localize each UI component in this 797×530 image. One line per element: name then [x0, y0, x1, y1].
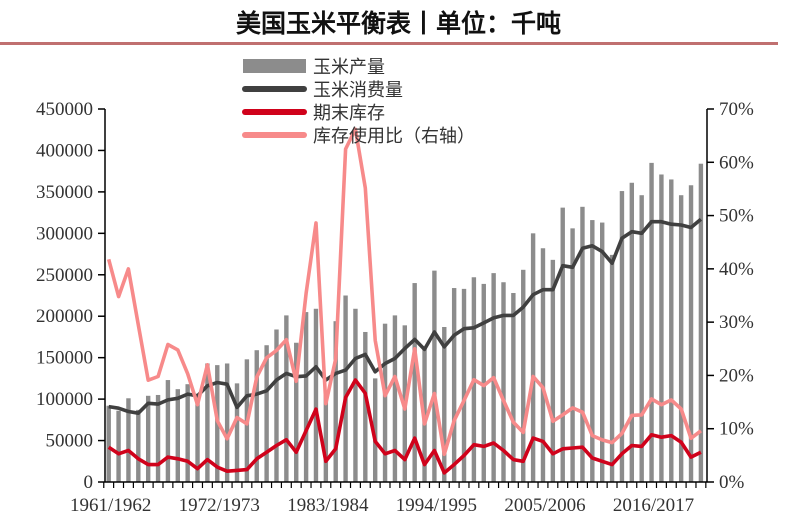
- bar-production: [155, 394, 161, 482]
- right-tick-label: 20%: [719, 365, 754, 386]
- bar-production: [629, 182, 635, 482]
- x-tick-label: 2016/2017: [613, 495, 694, 516]
- bar-production: [343, 295, 348, 482]
- legend-item: 库存使用比（右轴）: [242, 126, 475, 147]
- bar-production: [274, 329, 279, 482]
- x-tick-label: 1983/1984: [287, 495, 369, 516]
- bar-production: [580, 206, 585, 482]
- bar-production: [639, 195, 644, 482]
- bar-production: [254, 350, 259, 482]
- legend-label: 期末库存: [313, 103, 385, 124]
- legend-label: 玉米消费量: [313, 80, 403, 101]
- bar-production: [116, 410, 121, 482]
- x-tick-label: 1961/1962: [70, 495, 151, 516]
- left-tick-label: 350000: [36, 182, 93, 203]
- legend-label: 玉米产量: [313, 57, 385, 78]
- x-tick-label: 1994/1995: [396, 495, 477, 516]
- bar-production: [501, 282, 506, 482]
- bar-production: [590, 220, 595, 482]
- bar-production: [106, 405, 111, 482]
- left-tick-label: 200000: [36, 306, 93, 327]
- bar-production: [511, 293, 516, 482]
- left-tick-label: 400000: [36, 140, 93, 161]
- right-tick-label: 60%: [719, 152, 754, 173]
- bar-production: [412, 283, 417, 482]
- bar-production: [264, 345, 269, 482]
- right-tick-label: 10%: [719, 419, 754, 440]
- legend-swatch-bar: [243, 59, 306, 73]
- bar-production: [550, 259, 556, 482]
- bar-production: [136, 409, 141, 482]
- chart-title: 美国玉米平衡表丨单位：千吨: [235, 9, 561, 38]
- legend-item: 玉米消费量: [242, 80, 403, 101]
- line-consumption: [108, 217, 703, 416]
- bar-production: [451, 288, 457, 482]
- x-tick-label: 2005/2006: [504, 495, 585, 516]
- left-tick-label: 300000: [36, 223, 93, 244]
- right-tick-label: 40%: [719, 259, 754, 280]
- bar-production: [303, 312, 309, 482]
- bar-production: [284, 315, 289, 482]
- right-tick-label: 0%: [719, 472, 745, 493]
- bar-production: [570, 228, 575, 482]
- left-tick-label: 250000: [36, 265, 93, 286]
- bar-production: [659, 174, 664, 482]
- legend-item: 玉米产量: [243, 57, 385, 78]
- bar-production: [363, 331, 368, 482]
- left-tick-label: 0: [84, 472, 94, 493]
- bar-production: [432, 270, 437, 482]
- bar-production: [145, 395, 151, 482]
- bar-production: [678, 195, 684, 482]
- bar-production: [175, 389, 180, 482]
- right-tick-label: 50%: [719, 206, 754, 227]
- bar-production: [688, 185, 694, 482]
- bar-production: [372, 378, 378, 482]
- left-tick-label: 450000: [36, 99, 93, 120]
- right-tick-label: 30%: [719, 312, 754, 333]
- bar-production: [392, 315, 398, 482]
- bar-production: [560, 207, 565, 483]
- bar-production: [649, 162, 654, 482]
- bar-production: [234, 383, 240, 482]
- bar-production: [205, 363, 210, 482]
- bar-production: [353, 308, 358, 482]
- bar-production: [521, 269, 526, 482]
- left-tick-label: 50000: [46, 431, 94, 452]
- title-divider: [0, 42, 778, 45]
- bar-production: [698, 163, 704, 482]
- bar-production: [294, 342, 299, 482]
- line-ending-stocks: [107, 378, 702, 475]
- legend-label: 库存使用比（右轴）: [313, 126, 475, 147]
- bar-production: [313, 308, 319, 482]
- bar-production: [619, 191, 625, 482]
- bar-production: [461, 288, 467, 482]
- bar-production: [669, 179, 674, 482]
- bar-production: [333, 321, 338, 482]
- bar-production: [442, 326, 447, 482]
- bar-production: [224, 363, 230, 482]
- left-tick-label: 100000: [36, 389, 93, 410]
- bar-production: [195, 394, 200, 482]
- bar-production: [481, 283, 486, 482]
- right-tick-label: 70%: [719, 99, 754, 120]
- bar-production: [540, 248, 546, 482]
- legend-item: 期末库存: [242, 103, 385, 124]
- x-tick-label: 1972/1973: [179, 495, 260, 516]
- bar-production: [185, 384, 190, 482]
- bar-production: [609, 254, 615, 482]
- bar-production: [530, 233, 536, 482]
- line-stock-to-use: [106, 127, 702, 457]
- bar-production: [382, 323, 388, 482]
- bar-production: [126, 398, 131, 482]
- bar-production: [323, 394, 329, 482]
- bar-production: [600, 222, 605, 482]
- left-tick-label: 150000: [36, 348, 93, 369]
- bar-production: [165, 380, 171, 482]
